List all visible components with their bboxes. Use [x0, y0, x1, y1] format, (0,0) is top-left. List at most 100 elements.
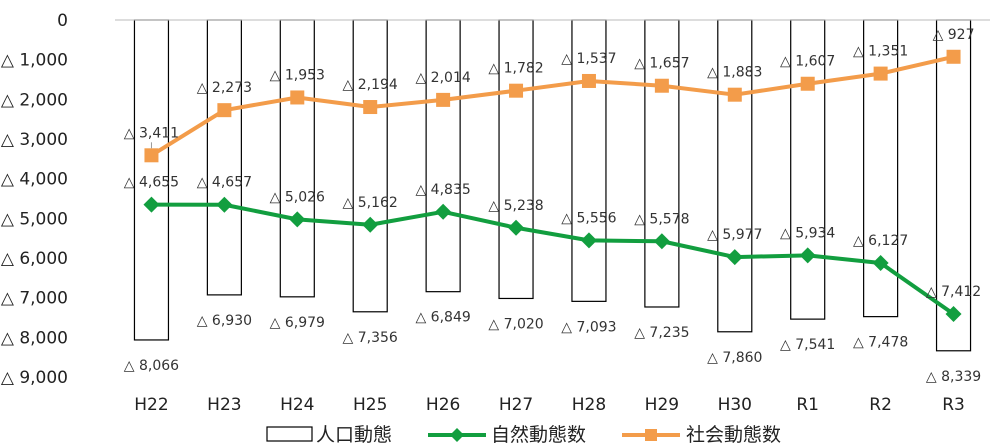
data-labels: △ 8,066 △ 6,930 △ 6,979 △ 7,356 △ 6,849 △ 7,0… [124, 27, 981, 385]
bar [644, 19, 680, 308]
line-point [144, 148, 159, 163]
x-tick-label: H26 [426, 395, 460, 415]
legend-marker [645, 429, 657, 441]
data-label: △ 5,162 [343, 195, 398, 211]
y-tick-label: △ 9,000 [1, 368, 68, 388]
data-label: △ 6,849 [415, 310, 470, 326]
data-label: △ 2,273 [197, 80, 252, 96]
legend-label: 人口動態 [316, 424, 392, 446]
data-label: △ 2,014 [415, 70, 470, 86]
data-label: △ 927 [933, 27, 975, 43]
data-label: △ 8,339 [926, 369, 981, 385]
bar [935, 19, 972, 352]
data-label: △ 7,235 [634, 325, 689, 341]
line-point [726, 249, 743, 266]
y-tick-label: △ 5,000 [1, 209, 68, 229]
data-label: △ 1,883 [707, 65, 762, 81]
line-point [508, 219, 525, 236]
line-point [363, 100, 378, 115]
line-point [800, 76, 815, 91]
line-point [290, 90, 305, 105]
x-tick-label: H25 [353, 395, 387, 415]
data-label: △ 2,194 [343, 77, 398, 93]
data-label: △ 7,093 [561, 319, 616, 335]
data-label: △ 5,238 [488, 198, 543, 214]
bar [498, 19, 534, 300]
x-axis: H22 H23 H24 H25 H26 H27 H28 H29 H30 R1 R2 R3 [115, 19, 990, 415]
legend: 人口動態 自然動態数 社会動態数 [266, 424, 781, 446]
x-tick-label: R3 [942, 395, 965, 415]
y-axis: 0 △ 1,000 △ 2,000 △ 3,000 △ 4,000 △ 5,000 △ 6,… [1, 11, 68, 388]
data-label: △ 6,979 [270, 315, 325, 331]
y-tick-label: △ 4,000 [1, 170, 68, 190]
legend-label: 社会動態数 [686, 424, 781, 446]
x-tick-label: H23 [207, 395, 241, 415]
y-tick-label: △ 7,000 [1, 289, 68, 309]
data-label: △ 7,412 [926, 284, 981, 300]
bar [717, 19, 753, 333]
data-label: △ 1,782 [488, 61, 543, 77]
data-label: △ 7,541 [780, 337, 835, 353]
data-label: △ 8,066 [124, 358, 179, 374]
data-label: △ 6,930 [197, 313, 252, 329]
data-label: △ 1,953 [270, 67, 325, 83]
x-tick-label: H28 [572, 395, 606, 415]
data-label: △ 5,556 [561, 210, 616, 226]
data-label: △ 5,977 [707, 227, 762, 243]
bar [425, 19, 461, 293]
line-point [435, 203, 452, 220]
bar [206, 19, 242, 296]
legend-marker [450, 428, 464, 442]
data-label: △ 5,026 [270, 189, 325, 205]
line-point [727, 87, 742, 102]
bar-series-population [133, 19, 972, 352]
line-point [653, 233, 670, 250]
data-label: △ 7,020 [488, 316, 543, 332]
line-point [143, 196, 160, 213]
bar [352, 19, 388, 313]
legend-swatch-bar [266, 426, 313, 442]
x-tick-label: H27 [499, 395, 533, 415]
bar [133, 19, 170, 341]
series-line [151, 202, 955, 316]
data-label: △ 4,835 [415, 182, 470, 198]
data-label: △ 7,478 [853, 335, 908, 351]
line-point [654, 78, 669, 93]
data-label: △ 1,657 [634, 56, 689, 72]
line-point [217, 103, 232, 118]
data-label: △ 6,127 [853, 233, 908, 249]
bar [790, 19, 826, 320]
x-tick-label: H29 [645, 395, 679, 415]
data-label: △ 4,655 [124, 175, 179, 191]
line-point [946, 49, 961, 64]
x-tick-label: H22 [134, 395, 168, 415]
y-tick-label: △ 1,000 [1, 51, 68, 71]
line-point [799, 247, 816, 264]
y-tick-label: 0 [57, 11, 68, 31]
y-tick-label: △ 8,000 [1, 328, 68, 348]
line-point [509, 83, 524, 98]
legend-label: 自然動態数 [491, 424, 586, 446]
data-label: △ 1,351 [853, 44, 908, 60]
series-line [150, 54, 954, 158]
line-point [581, 73, 596, 88]
data-label: △ 1,537 [561, 51, 616, 67]
y-tick-label: △ 2,000 [1, 90, 68, 110]
line-point [873, 66, 888, 81]
line-point [580, 232, 597, 249]
data-label: △ 5,578 [634, 211, 689, 227]
y-tick-label: △ 6,000 [1, 249, 68, 269]
bar [279, 19, 315, 298]
x-tick-label: R2 [869, 395, 892, 415]
line-point [436, 92, 451, 107]
x-tick-label: H24 [280, 395, 314, 415]
x-tick-label: H30 [718, 395, 752, 415]
line-point [216, 196, 233, 213]
x-tick-label: R1 [796, 395, 819, 415]
data-label: △ 1,607 [780, 54, 835, 70]
data-label: △ 5,934 [780, 225, 835, 241]
line-point [362, 216, 379, 233]
line-point [289, 211, 306, 228]
data-label: △ 7,860 [707, 350, 762, 366]
